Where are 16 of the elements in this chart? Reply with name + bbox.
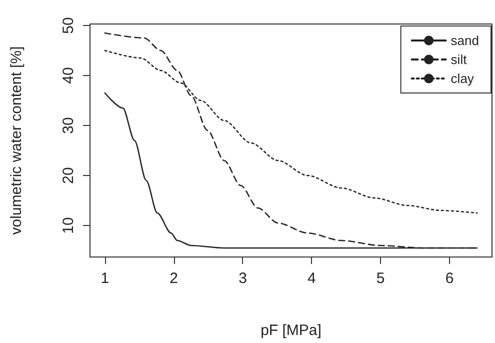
x-tick-label: 6 [445, 270, 454, 287]
x-tick-label: 2 [170, 270, 178, 287]
legend-label: silt [450, 52, 468, 67]
x-tick-label: 4 [308, 270, 316, 287]
x-tick-label: 5 [376, 270, 385, 287]
y-tick-label: 10 [60, 217, 77, 234]
x-tick-label: 3 [238, 270, 247, 287]
x-tick-label: 1 [100, 270, 110, 287]
x-axis-title: pF [MPa] [260, 322, 322, 339]
y-tick-label: 20 [60, 167, 77, 184]
y-tick-label: 30 [60, 117, 77, 134]
y-tick-label: 50 [60, 17, 77, 34]
y-tick-label: 40 [60, 67, 77, 84]
legend-label: clay [450, 71, 474, 86]
y-axis-title: volumetric water content [%] [8, 46, 25, 235]
legend-label: sand [450, 33, 480, 48]
